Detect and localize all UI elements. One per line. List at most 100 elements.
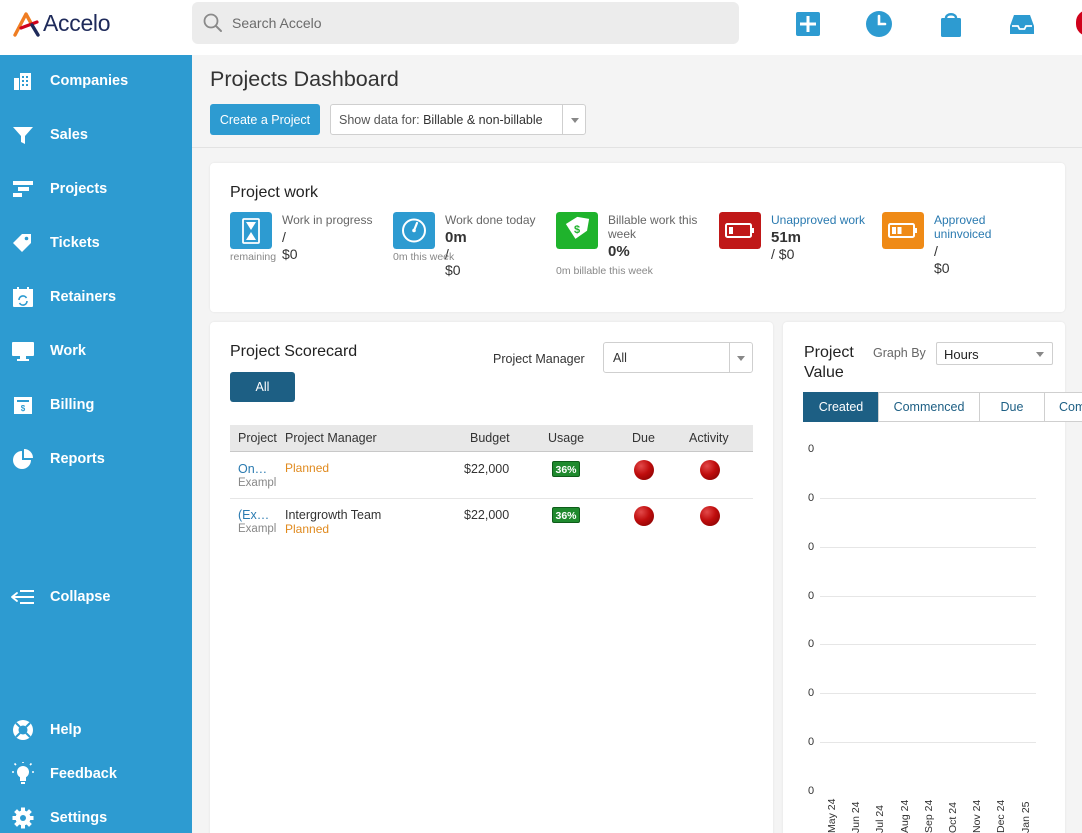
accelo-logo-icon bbox=[13, 11, 40, 37]
logo-text: Accelo bbox=[43, 10, 111, 36]
stat-sub: remaining bbox=[230, 251, 277, 263]
column-header-budget[interactable]: Budget bbox=[470, 431, 510, 445]
create-project-button[interactable]: Create a Project bbox=[210, 104, 320, 135]
chart-gridline bbox=[820, 693, 1036, 695]
sidebar-item-label: Sales bbox=[50, 127, 88, 143]
calendar-refresh-icon bbox=[13, 287, 33, 307]
select-divider bbox=[729, 343, 730, 372]
graph-by-select[interactable]: Hours bbox=[936, 342, 1053, 365]
sidebar-item-settings[interactable]: Settings bbox=[0, 798, 192, 833]
column-header-project-manager[interactable]: Project Manager bbox=[285, 431, 377, 445]
sidebar-item-label: Work bbox=[50, 343, 86, 359]
column-header-activity[interactable]: Activity bbox=[689, 431, 729, 445]
y-tick-label: 0 bbox=[808, 687, 815, 700]
price-tag-icon: $ bbox=[556, 212, 598, 249]
user-avatar[interactable] bbox=[1076, 10, 1082, 36]
stat-label: Billable work this week bbox=[608, 213, 698, 241]
stat-value: 0% bbox=[608, 243, 630, 260]
lightbulb-icon bbox=[12, 762, 34, 784]
project-status: Planned bbox=[285, 522, 330, 536]
y-tick-label: 0 bbox=[808, 638, 815, 651]
search-box[interactable] bbox=[192, 2, 739, 44]
project-manager-select[interactable]: All bbox=[603, 342, 753, 373]
project-manager: Intergrowth Team bbox=[285, 508, 382, 522]
segment-created[interactable]: Created bbox=[803, 392, 879, 422]
stat-value: / $0 bbox=[934, 243, 950, 276]
project-value-title-line2: Value bbox=[804, 364, 844, 381]
sidebar-item-reports[interactable]: Reports bbox=[0, 439, 192, 479]
battery-low-icon bbox=[719, 212, 761, 249]
x-tick-label: Jan 25 bbox=[1019, 801, 1032, 833]
collapse-icon bbox=[11, 590, 34, 604]
chart-gridline bbox=[820, 644, 1036, 646]
project-company: Exampl bbox=[238, 523, 277, 535]
scorecard-title: Project Scorecard bbox=[230, 343, 358, 360]
project-name-link[interactable]: (Ex… bbox=[238, 508, 270, 522]
building-icon bbox=[14, 73, 31, 90]
sidebar-item-billing[interactable]: $ Billing bbox=[0, 385, 192, 425]
x-tick-label: Dec 24 bbox=[995, 799, 1008, 833]
graph-by-label: Graph By bbox=[873, 346, 926, 360]
stat-value-bold: 0% bbox=[608, 243, 630, 260]
sidebar-item-label: Settings bbox=[50, 810, 108, 826]
column-header-project[interactable]: Project bbox=[238, 431, 277, 445]
sidebar-item-feedback[interactable]: Feedback bbox=[0, 754, 192, 794]
stat-value: 0m / $0 bbox=[445, 229, 467, 278]
project-name-link[interactable]: On… bbox=[238, 462, 268, 476]
x-tick-label: Aug 24 bbox=[898, 799, 911, 833]
sidebar-item-projects[interactable]: Projects bbox=[0, 169, 192, 209]
activity-status-dot[interactable] bbox=[700, 460, 720, 480]
column-header-due[interactable]: Due bbox=[632, 431, 655, 445]
graph-by-value: Hours bbox=[944, 347, 979, 362]
column-header-usage[interactable]: Usage bbox=[548, 431, 585, 445]
show-data-prefix-text: Show data for: bbox=[339, 113, 424, 127]
usage-badge: 36% bbox=[552, 461, 580, 477]
scorecard-table-header: Project Project Manager Budget Usage Due… bbox=[230, 425, 753, 452]
plus-icon[interactable] bbox=[794, 10, 822, 38]
sidebar-item-companies[interactable]: Companies bbox=[0, 61, 192, 101]
chevron-down-icon bbox=[737, 356, 745, 361]
stat-sub: 0m this week bbox=[393, 251, 455, 263]
x-tick-label: Oct 24 bbox=[947, 802, 959, 833]
svg-text:$: $ bbox=[574, 224, 580, 236]
sidebar-item-sales[interactable]: Sales bbox=[0, 115, 192, 155]
y-tick-label: 0 bbox=[808, 540, 815, 553]
tab-all[interactable]: All bbox=[230, 372, 295, 402]
sidebar-item-tickets[interactable]: Tickets bbox=[0, 223, 192, 263]
segment-due[interactable]: Due bbox=[979, 392, 1045, 422]
accelo-logo[interactable]: Accelo bbox=[12, 10, 111, 37]
due-status-dot[interactable] bbox=[634, 460, 654, 480]
chart-gridline bbox=[820, 595, 1036, 597]
x-tick-label: Jul 24 bbox=[874, 804, 887, 833]
sidebar-item-label: Companies bbox=[50, 73, 129, 89]
x-tick-label: May 24 bbox=[826, 798, 838, 833]
chart-gridline bbox=[820, 742, 1036, 744]
segment-commenced[interactable]: Commenced bbox=[878, 392, 980, 422]
chart-gridline bbox=[820, 546, 1036, 548]
sidebar-item-help[interactable]: Help bbox=[0, 710, 192, 750]
sidebar-item-work[interactable]: Work bbox=[0, 331, 192, 371]
sidebar-item-retainers[interactable]: Retainers bbox=[0, 277, 192, 317]
funnel-icon bbox=[13, 127, 33, 144]
sidebar-item-label: Feedback bbox=[50, 766, 117, 782]
stat-label[interactable]: Unapproved work bbox=[771, 213, 866, 227]
stat-value: 51m / $0 bbox=[771, 229, 801, 262]
stat-value-bold: 51m bbox=[771, 229, 802, 246]
show-data-select[interactable]: Show data for: Billable & non-billable bbox=[330, 104, 586, 135]
row-divider bbox=[230, 498, 753, 499]
segment-completed[interactable]: Com bbox=[1044, 392, 1082, 422]
search-input[interactable] bbox=[232, 2, 722, 44]
stat-label[interactable]: Approved uninvoiced bbox=[934, 213, 992, 241]
inbox-icon[interactable] bbox=[1008, 10, 1036, 38]
collapse-button[interactable]: Collapse bbox=[0, 577, 192, 617]
stat-value-rest: / $0 bbox=[771, 246, 795, 262]
clock-icon[interactable] bbox=[865, 10, 893, 38]
chevron-down-icon bbox=[571, 118, 579, 123]
activity-status-dot[interactable] bbox=[700, 506, 720, 526]
due-status-dot[interactable] bbox=[634, 506, 654, 526]
project-company: Exampl bbox=[238, 477, 277, 489]
y-tick-label: 0 bbox=[808, 443, 815, 455]
stat-sub: 0m billable this week bbox=[556, 265, 653, 277]
shopping-bag-icon[interactable] bbox=[937, 10, 965, 38]
sidebar: Companies Sales Projects Tickets Retaine… bbox=[0, 55, 192, 833]
